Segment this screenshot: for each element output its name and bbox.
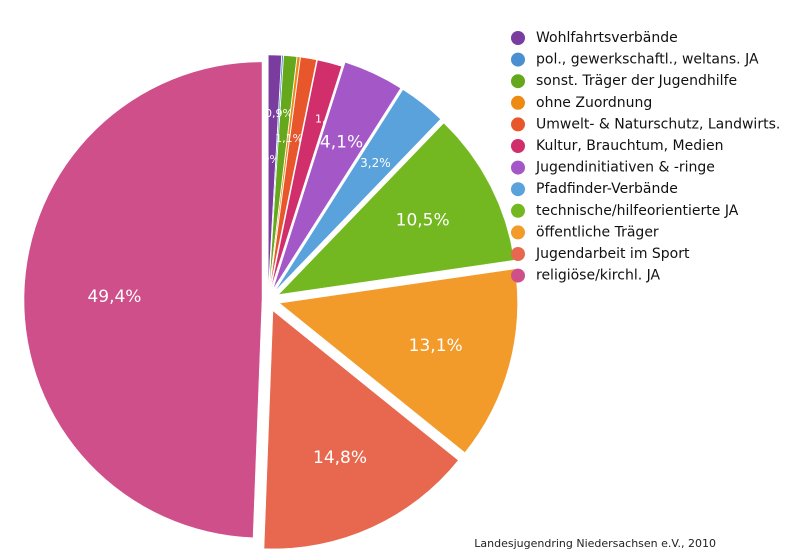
legend-label: öffentliche Träger (536, 224, 659, 240)
legend-swatch (511, 225, 525, 240)
source: Landesjugendring Niedersachsen e.V., 201… (474, 537, 716, 550)
legend-label: Wohlfahrtsverbände (536, 30, 678, 46)
data-label: 10,5% (396, 211, 450, 231)
legend-label: Umwelt- & Naturschutz, Landwirts. (536, 116, 780, 132)
pie-slice (268, 55, 284, 289)
legend: Wohlfahrtsverbände pol., gewerkschaftl., … (511, 30, 780, 284)
pie-slice (263, 310, 459, 550)
pie-slice (270, 59, 342, 289)
legend-label: sonst. Träger der Jugendhilfe (536, 73, 737, 89)
pie-slice (269, 56, 317, 289)
pie: 0,9%0,1%0,9%0,2%1,1%1,7%4,1%3,2%10,5%13,… (23, 54, 518, 550)
legend-swatch (511, 31, 525, 45)
legend-label: technische/hilfeorientierte JA (536, 203, 739, 219)
legend-label: Jugendinitiativen & -ringe (535, 160, 715, 176)
data-label: 4,1% (320, 132, 363, 152)
legend-label: ohne Zuordnung (536, 95, 652, 111)
legend-swatch (511, 203, 525, 218)
pie-slice (272, 62, 401, 290)
legend-swatch (511, 52, 525, 67)
legend-swatch (511, 247, 525, 261)
legend-swatch (511, 117, 525, 132)
legend-swatch (511, 95, 525, 110)
legend-label: religiöse/kirchl. JA (536, 268, 660, 284)
legend-swatch (511, 139, 525, 153)
data-label: 13,1% (409, 336, 463, 356)
data-label: 49,4% (87, 287, 141, 307)
data-label: 3,2% (360, 156, 391, 170)
legend-swatch (511, 268, 525, 283)
pie-slice (278, 268, 518, 453)
data-label: 14,8% (313, 448, 367, 468)
data-label: 1,1% (275, 132, 303, 145)
legend-label: Pfadfinder-Verbände (536, 181, 678, 197)
data-label: 0,9% (265, 107, 293, 120)
legend-swatch (511, 74, 525, 89)
pie-slice (268, 55, 298, 289)
pie-slice (269, 56, 301, 289)
legend-swatch (511, 160, 525, 175)
pie-slice (23, 61, 263, 538)
legend-label: pol., gewerkschaftl., weltans. JA (536, 52, 759, 68)
pie-slice (268, 54, 282, 289)
legend-label: Kultur, Brauchtum, Medien (536, 138, 724, 154)
legend-label: Jugendarbeit im Sport (535, 246, 690, 262)
pie-slice (275, 89, 441, 291)
legend-swatch (511, 182, 525, 197)
